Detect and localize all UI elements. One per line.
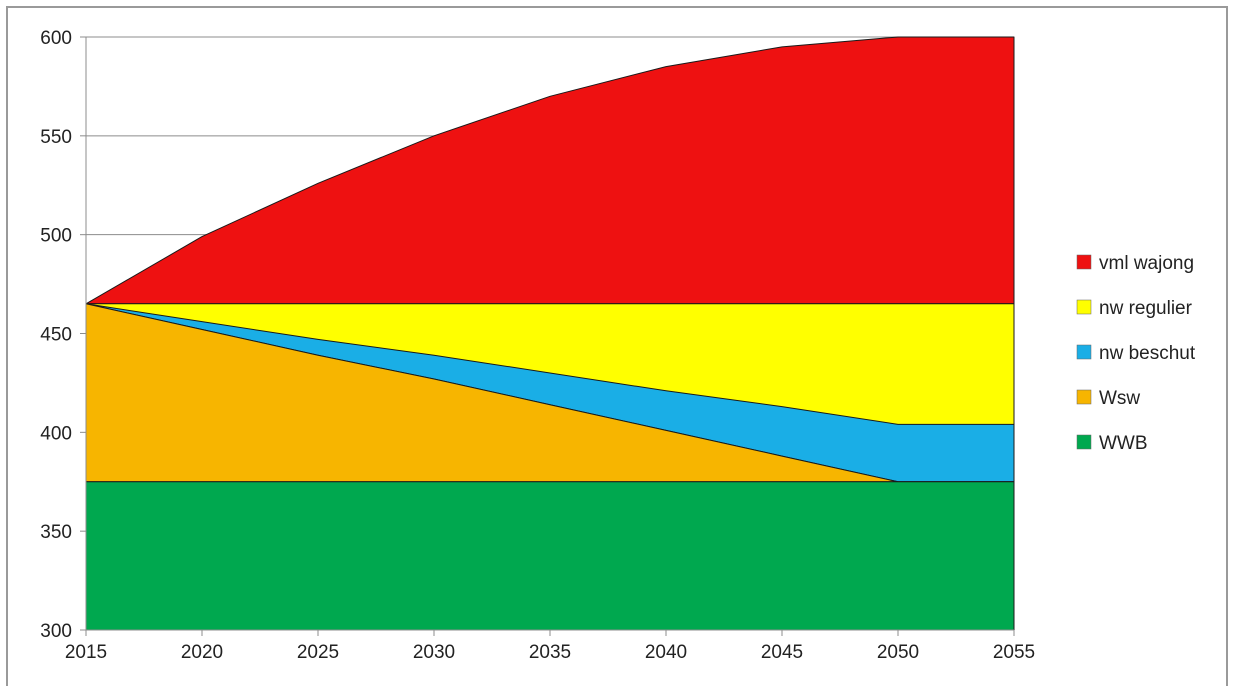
y-tick-label: 400 [40,423,72,444]
legend-swatch [1076,299,1092,315]
y-tick-label: 300 [40,621,72,642]
y-tick-label: 550 [40,127,72,148]
x-tick-label: 2050 [877,642,919,663]
y-tick-label: 500 [40,226,72,247]
legend-label: nw beschut [1099,343,1196,364]
area-series [85,36,1015,631]
x-tick-label: 2030 [413,642,455,663]
legend-label: Wsw [1099,388,1140,409]
area-wwb [85,481,1015,631]
x-tick-label: 2020 [181,642,223,663]
legend-swatch [1076,254,1092,270]
legend-swatch [1076,389,1092,405]
legend-label: vml wajong [1099,253,1194,274]
y-tick-label: 450 [40,325,72,346]
legend-swatch [1076,344,1092,360]
x-tick-label: 2040 [645,642,687,663]
legend: vml wajong nw regulier nw beschut Wsw WWB [1076,253,1196,454]
y-tick-label: 350 [40,522,72,543]
x-tick-label: 2025 [297,642,339,663]
x-tick-label: 2015 [65,642,107,663]
y-tick-label: 600 [40,28,72,49]
legend-swatch [1076,434,1092,450]
x-tick-label: 2045 [761,642,803,663]
legend-label: nw regulier [1099,298,1193,319]
legend-label: WWB [1099,433,1148,454]
x-tick-label: 2055 [993,642,1035,663]
axes: 300 350 400 450 500 550 600 2015 2020 2025 2030 203… [40,28,1035,663]
x-tick-label: 2035 [529,642,571,663]
chart-frame [6,6,1228,686]
area-vml-wajong [85,36,1015,305]
